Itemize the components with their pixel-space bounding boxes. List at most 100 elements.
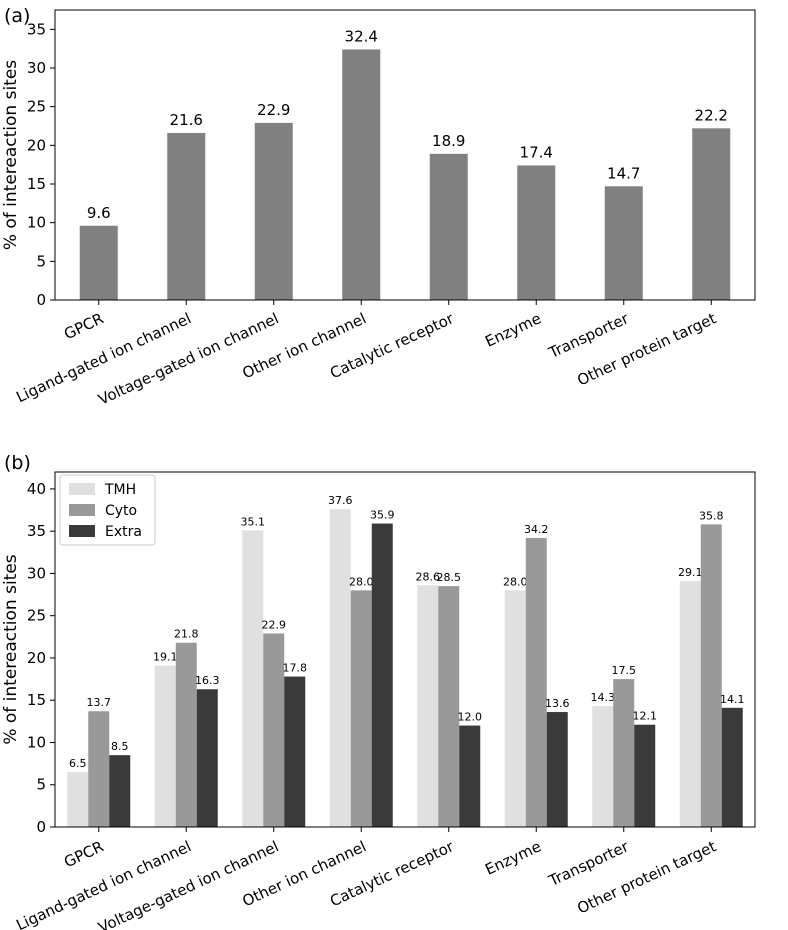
bar-gpcr <box>79 225 118 300</box>
bar-value-label: 9.6 <box>87 204 111 222</box>
legend-label-cyto: Cyto <box>105 503 137 519</box>
x-tick-label: GPCR <box>61 309 106 343</box>
bar-value-label: 18.9 <box>432 132 465 150</box>
legend-swatch-extra <box>69 525 95 537</box>
x-tick-label: Enzyme <box>482 309 544 350</box>
bar-extra-ligand-gated-ion-channel <box>196 689 218 827</box>
bar-cyto-voltage-gated-ion-channel <box>263 633 285 827</box>
bar-value-label: 22.9 <box>257 101 290 119</box>
y-tick-label: 0 <box>36 291 46 309</box>
panel-a-bar-chart: (a) % of intereaction sites 9.6 21.6 22.9 32.… <box>1 5 756 409</box>
bar-extra-transporter <box>634 724 656 827</box>
legend-swatch-tmh <box>69 483 95 495</box>
y-tick-label: 0 <box>36 818 46 836</box>
bar-value-label: 22.9 <box>262 618 287 631</box>
bar-extra-voltage-gated-ion-channel <box>284 676 306 827</box>
bar-value-label: 14.7 <box>607 164 640 182</box>
x-tick-label: GPCR <box>61 837 106 871</box>
bar-value-label: 8.5 <box>111 740 129 753</box>
bar-enzyme <box>517 165 556 300</box>
y-tick-label: 40 <box>27 480 46 498</box>
bar-extra-enzyme <box>546 712 568 827</box>
bar-cyto-other-ion-channel <box>350 590 372 827</box>
y-tick-label: 25 <box>27 607 46 625</box>
y-tick-label: 15 <box>27 691 46 709</box>
bar-tmh-gpcr <box>67 772 89 827</box>
bar-value-label: 28.0 <box>349 575 374 588</box>
bar-transporter <box>604 186 643 300</box>
bar-cyto-gpcr <box>88 711 110 827</box>
bar-value-label: 37.6 <box>328 494 353 507</box>
y-tick-label: 5 <box>36 252 46 270</box>
bar-value-label: 21.8 <box>174 628 199 641</box>
y-axis-title: % of intereaction sites <box>1 554 21 744</box>
bar-tmh-enzyme <box>504 590 526 827</box>
bar-value-label: 16.3 <box>195 674 220 687</box>
y-tick-label: 20 <box>27 649 46 667</box>
y-tick-label: 35 <box>27 522 46 540</box>
y-tick-label: 10 <box>27 733 46 751</box>
bar-value-label: 13.7 <box>87 696 112 709</box>
bar-tmh-other-ion-channel <box>329 509 351 827</box>
bar-value-label: 17.8 <box>283 662 308 675</box>
bar-cyto-enzyme <box>525 537 547 827</box>
panel-label: (b) <box>4 452 31 474</box>
bar-cyto-transporter <box>613 679 635 827</box>
bar-value-label: 12.1 <box>633 710 658 723</box>
y-tick-label: 5 <box>36 776 46 794</box>
plot-frame <box>54 9 756 301</box>
panel-label: (a) <box>4 5 30 27</box>
bar-voltage-gated-ion-channel <box>254 122 293 300</box>
bar-cyto-ligand-gated-ion-channel <box>175 642 197 827</box>
y-tick-label: 20 <box>27 136 46 154</box>
bar-value-label: 28.5 <box>437 571 462 584</box>
bar-tmh-voltage-gated-ion-channel <box>242 530 264 827</box>
bar-value-label: 22.2 <box>695 106 728 124</box>
bar-value-label: 35.1 <box>241 515 266 528</box>
bar-value-label: 13.6 <box>545 697 570 710</box>
bar-catalytic-receptor <box>429 153 468 300</box>
bar-value-label: 14.1 <box>720 693 745 706</box>
bar-other-protein-target <box>692 128 731 300</box>
y-tick-label: 25 <box>27 98 46 116</box>
bar-tmh-transporter <box>592 706 614 827</box>
bar-value-label: 34.2 <box>524 523 549 536</box>
bar-value-label: 35.8 <box>699 509 724 522</box>
y-tick-label: 30 <box>27 564 46 582</box>
y-tick-label: 30 <box>27 59 46 77</box>
x-tick-label: Enzyme <box>482 837 544 878</box>
bar-value-label: 28.0 <box>503 575 528 588</box>
bar-value-label: 35.9 <box>370 509 395 522</box>
bar-value-label: 12.0 <box>458 711 483 724</box>
bar-value-label: 14.3 <box>591 691 616 704</box>
bar-ligand-gated-ion-channel <box>167 132 206 300</box>
y-axis-title: % of intereaction sites <box>1 60 21 250</box>
bar-value-label: 17.4 <box>520 143 553 161</box>
bar-value-label: 6.5 <box>69 757 87 770</box>
legend-swatch-cyto <box>69 504 95 516</box>
bar-value-label: 29.1 <box>678 566 703 579</box>
legend-label-extra: Extra <box>105 524 142 540</box>
bar-tmh-catalytic-receptor <box>417 585 439 827</box>
bar-tmh-ligand-gated-ion-channel <box>154 665 176 827</box>
bar-value-label: 17.5 <box>612 664 637 677</box>
bar-cyto-other-protein-target <box>700 524 722 827</box>
y-tick-label: 35 <box>27 20 46 38</box>
bar-value-label: 32.4 <box>345 27 378 45</box>
y-tick-label: 15 <box>27 175 46 193</box>
panel-b-grouped-bar-chart: (b) % of intereaction sites 6.5 19.1 35.1 37.… <box>1 452 756 930</box>
bar-value-label: 28.6 <box>416 570 441 583</box>
y-tick-label: 10 <box>27 214 46 232</box>
bar-tmh-other-protein-target <box>679 581 701 827</box>
bar-other-ion-channel <box>342 49 381 300</box>
bar-extra-gpcr <box>109 755 131 827</box>
bar-value-label: 19.1 <box>153 651 178 664</box>
bar-extra-other-ion-channel <box>371 523 393 827</box>
bar-cyto-catalytic-receptor <box>438 586 460 827</box>
legend-label-tmh: TMH <box>104 482 136 498</box>
bar-extra-other-protein-target <box>721 707 743 827</box>
bar-value-label: 21.6 <box>170 111 203 129</box>
bar-extra-catalytic-receptor <box>459 725 481 827</box>
plot-frame <box>54 471 756 828</box>
